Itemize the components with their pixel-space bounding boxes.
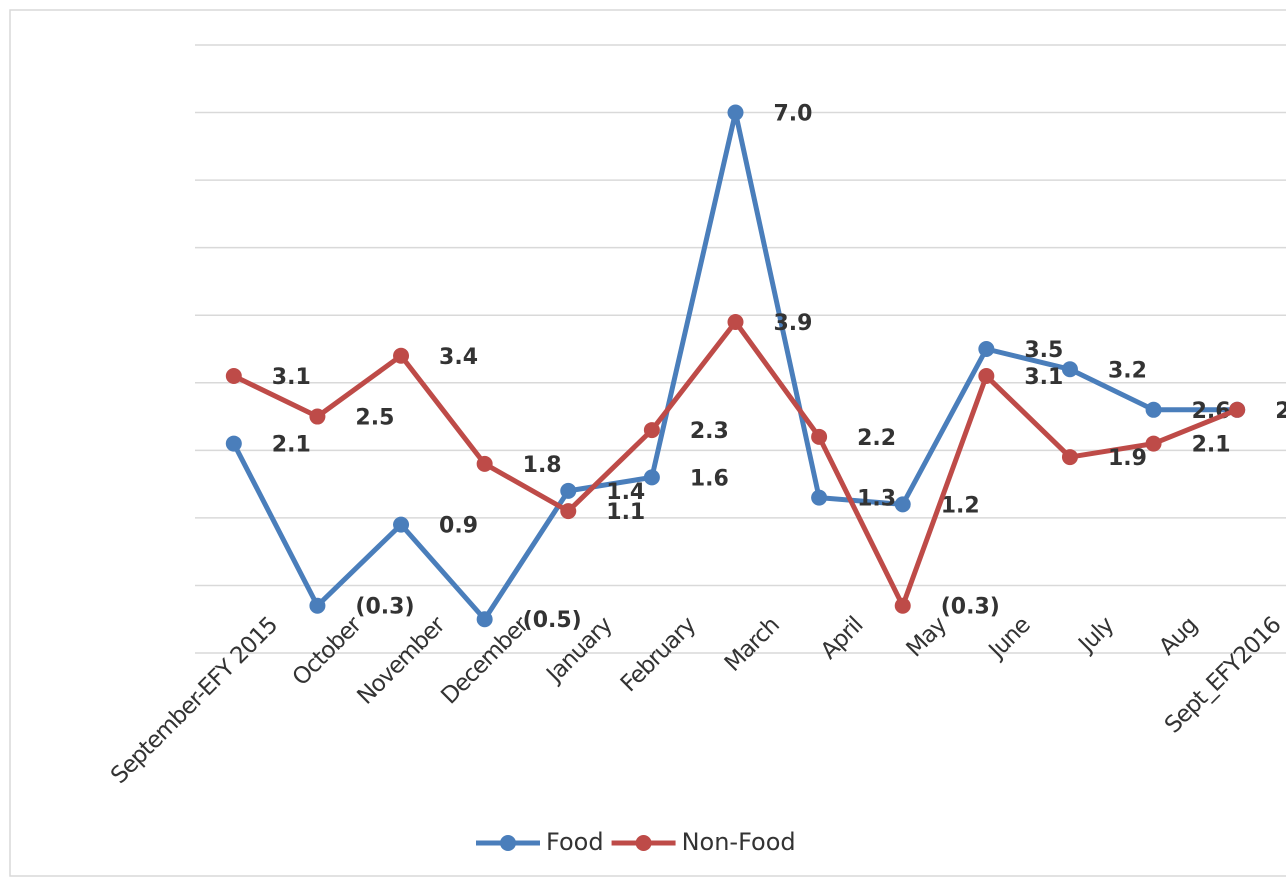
data-label: 2.1: [272, 433, 311, 458]
data-point: [476, 611, 493, 628]
data-point: [1145, 401, 1162, 418]
data-label: 2.2: [857, 426, 896, 451]
legend-marker: [500, 835, 516, 851]
data-point: [978, 341, 995, 357]
data-label: 1.3: [857, 487, 896, 512]
data-label: 2.5: [355, 406, 394, 431]
data-label: 3.9: [774, 311, 813, 336]
data-point: [643, 422, 660, 439]
data-point: [1061, 361, 1078, 378]
data-label: 1.9: [1108, 446, 1147, 471]
data-point: [476, 455, 493, 472]
data-label: 2.1: [1192, 433, 1231, 458]
series-line: [232, 319, 1239, 609]
data-point: [225, 435, 242, 452]
x-tick-label: July: [1073, 612, 1119, 658]
chart-border: [9, 9, 1286, 877]
data-label: 1.1: [606, 500, 645, 525]
data-label: 1.6: [690, 466, 729, 491]
data-label: (0.5): [523, 608, 582, 633]
data-label: 1.2: [941, 493, 980, 518]
data-label: 3.1: [1024, 365, 1063, 390]
data-point: [811, 428, 828, 445]
x-tick-label: March: [720, 612, 784, 676]
data-label: 3.2: [1108, 358, 1147, 383]
data-label: 1.8: [523, 453, 562, 478]
x-tick-label: October: [288, 611, 368, 691]
data-label: (0.3): [355, 595, 414, 620]
data-point: [560, 503, 577, 520]
data-point: [894, 496, 911, 513]
data-label: (0.3): [941, 595, 1000, 620]
data-point: [1229, 401, 1246, 418]
data-point: [894, 597, 911, 614]
legend-label: Non-Food: [682, 828, 796, 856]
data-label: 3.1: [272, 365, 311, 390]
data-label: 1.4: [606, 480, 645, 505]
x-tick-label: June: [983, 612, 1035, 664]
data-point: [393, 516, 410, 533]
data-point: [727, 313, 744, 330]
data-point: [1061, 449, 1078, 466]
data-point: [978, 368, 995, 385]
legend-marker: [635, 835, 652, 851]
x-tick-label: November: [353, 611, 451, 709]
x-tick-label: April: [816, 612, 868, 664]
data-label: 7.0: [774, 102, 813, 127]
data-label: 3.5: [1024, 338, 1063, 363]
x-tick-label: February: [616, 612, 701, 697]
data-point: [727, 104, 744, 121]
data-point: [309, 408, 326, 425]
data-label: 2.6: [1275, 399, 1286, 424]
data-label: 3.4: [439, 345, 478, 370]
data-label: 0.9: [439, 514, 478, 539]
data-point: [393, 347, 410, 364]
legend-label: Food: [546, 828, 604, 856]
data-point: [1145, 435, 1162, 452]
data-point: [225, 368, 242, 385]
data-point: [643, 469, 660, 486]
data-point: [811, 489, 828, 506]
data-point: [309, 597, 326, 614]
data-label: 2.3: [690, 419, 729, 444]
data-label: 2.6: [1275, 399, 1286, 424]
x-tick-label: September-EFY 2015: [106, 612, 283, 789]
data-point: [560, 482, 577, 499]
